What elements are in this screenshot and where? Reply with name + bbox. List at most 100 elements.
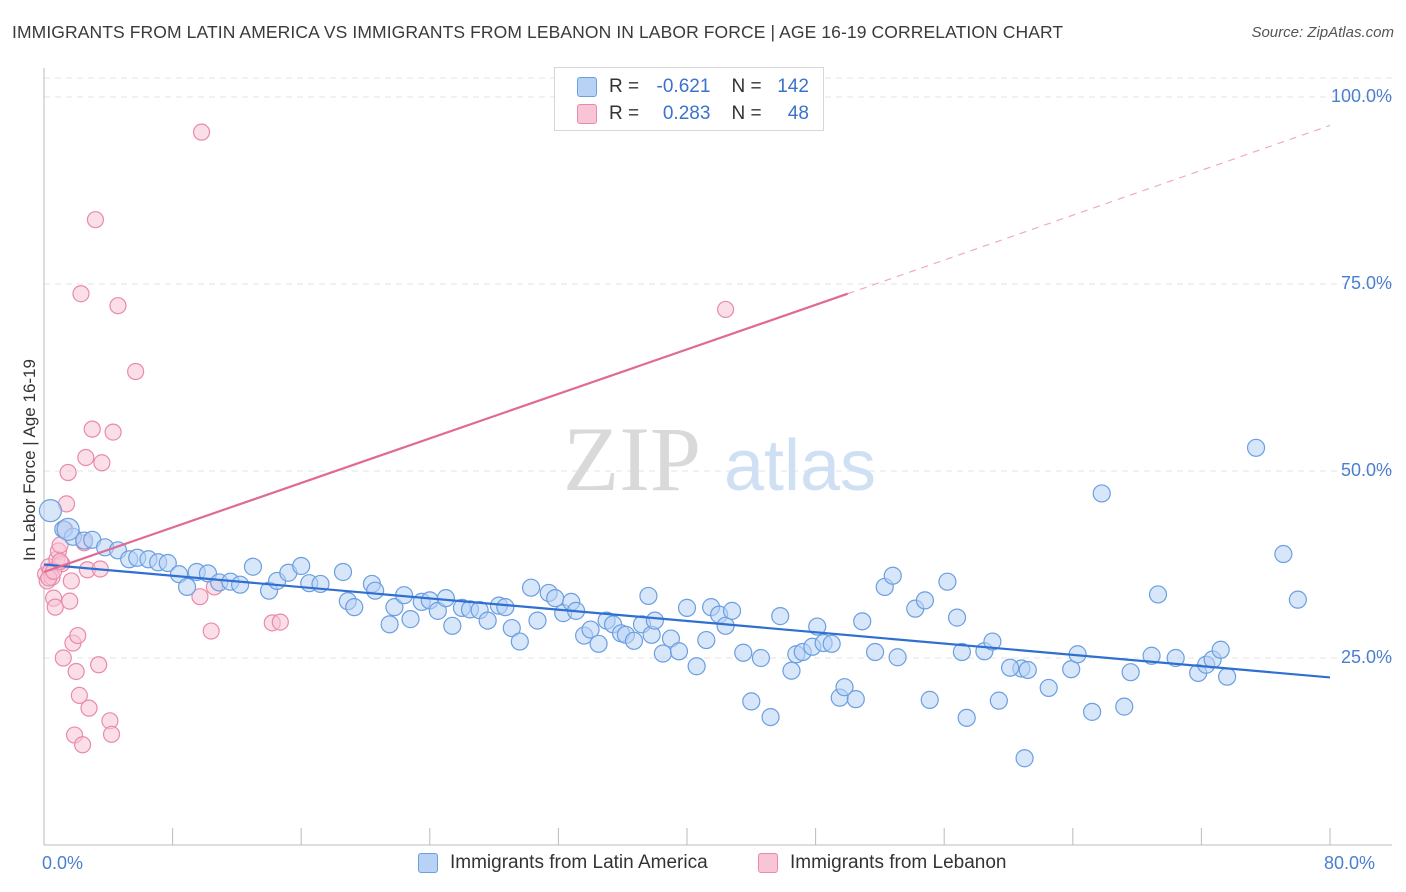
lebanon-point <box>271 613 289 631</box>
latin-america-point <box>1246 438 1266 457</box>
latin-america-point <box>653 644 672 663</box>
y-axis-label: In Labor Force | Age 16-19 <box>20 359 39 561</box>
n-value: 142 <box>777 76 809 97</box>
latin-america-point <box>888 648 907 667</box>
chart-title: IMMIGRANTS FROM LATIN AMERICA VS IMMIGRA… <box>12 22 1064 42</box>
lebanon-point <box>202 622 220 640</box>
lebanon-point <box>46 598 64 616</box>
r-label: R = <box>609 103 640 124</box>
latin-america-point <box>1211 640 1230 659</box>
latin-america-point <box>677 598 697 617</box>
lebanon-trend-extension <box>847 124 1331 295</box>
latin-america-point <box>771 607 790 626</box>
latin-america-point <box>846 690 865 709</box>
latin-america-point <box>401 610 420 629</box>
latin-america-point <box>645 611 664 630</box>
lebanon-point <box>127 362 145 381</box>
latin-america-point <box>687 657 706 676</box>
axes <box>43 68 1392 846</box>
y-tick-label: 50.0% <box>1340 460 1392 480</box>
latin-america-point <box>546 589 565 608</box>
latin-america-point <box>443 616 462 635</box>
latin-america-point <box>865 642 885 662</box>
latin-america-point <box>1288 590 1307 609</box>
n-label: N = <box>731 76 762 97</box>
lebanon-point <box>109 297 127 315</box>
lebanon-point <box>73 736 92 754</box>
latin-america-point <box>243 557 263 576</box>
latin-america-point <box>1015 749 1034 768</box>
lebanon-point <box>77 448 95 467</box>
latin-america-point <box>697 630 716 650</box>
latin-america-point <box>528 611 547 630</box>
legend-row-lebanon: R = 0.283 N = 48 <box>577 101 809 127</box>
lebanon-point <box>191 588 209 606</box>
lebanon-point <box>62 572 80 590</box>
latin-america-point <box>808 617 827 636</box>
legend-label: Immigrants from Lebanon <box>790 852 1007 873</box>
latin-america-point <box>1274 544 1293 564</box>
latin-america-point <box>822 634 841 653</box>
latin-america-point <box>751 648 771 668</box>
latin-america-trend-line <box>43 563 1331 679</box>
latin-america-point <box>1218 667 1237 686</box>
lebanon-point <box>102 725 121 743</box>
lebanon-point <box>72 285 90 303</box>
latin-america-point <box>983 632 1002 651</box>
x-tick-label-max: 80.0% <box>1324 853 1376 873</box>
lebanon-point <box>59 463 77 482</box>
x-tick-label-min: 0.0% <box>42 853 84 873</box>
trend-lines <box>43 124 1331 679</box>
latin-america-point <box>589 634 608 653</box>
legend-item-latin-america[interactable]: Immigrants from Latin America <box>418 852 708 874</box>
latin-america-point <box>1092 484 1111 503</box>
latin-america-point <box>1115 697 1134 716</box>
latin-america-point <box>1082 702 1102 721</box>
latin-america-point <box>38 499 63 523</box>
latin-america-point <box>1121 663 1140 682</box>
latin-america-point <box>952 642 971 662</box>
series-legend: Immigrants from Latin America Immigrants… <box>0 852 1406 878</box>
latin-america-point <box>734 643 753 662</box>
latin-america-point <box>782 661 801 680</box>
lebanon-point <box>70 686 88 705</box>
lebanon-point <box>90 656 108 674</box>
latin-america-point <box>366 581 385 600</box>
lebanon-point <box>67 662 85 681</box>
series-lebanon-points <box>37 123 735 754</box>
latin-america-point <box>989 691 1008 710</box>
y-tick-label: 25.0% <box>1340 647 1392 667</box>
legend-row-latin-america: R = -0.621 N = 142 <box>577 74 809 100</box>
latin-america-point <box>835 678 854 697</box>
latin-america-point <box>385 598 404 617</box>
latin-america-point <box>957 708 976 727</box>
lebanon-point <box>69 626 87 645</box>
pink-swatch-icon <box>758 853 778 873</box>
lebanon-point <box>104 423 122 441</box>
source-credit: Source: ZipAtlas.com <box>1251 24 1394 41</box>
series-latin-america-points <box>38 438 1307 768</box>
correlation-legend: R = -0.621 N = 142 R = 0.283 N = 48 <box>554 67 824 131</box>
lebanon-point <box>86 211 105 229</box>
lebanon-point <box>83 420 101 438</box>
lebanon-point <box>192 123 211 141</box>
latin-america-point <box>853 612 872 631</box>
latin-america-point <box>333 562 353 582</box>
y-tick-label: 75.0% <box>1340 273 1392 293</box>
latin-america-point <box>883 566 902 585</box>
latin-america-point <box>478 611 497 630</box>
legend-item-lebanon[interactable]: Immigrants from Lebanon <box>758 852 1007 874</box>
r-value: 0.283 <box>662 103 711 124</box>
lebanon-point <box>80 699 98 717</box>
latin-america-point <box>345 598 364 617</box>
blue-swatch-icon <box>577 77 597 97</box>
watermark-zip: ZIP <box>563 408 701 510</box>
watermark-atlas: atlas <box>724 426 876 506</box>
latin-america-point <box>502 618 521 638</box>
latin-america-point <box>761 707 780 727</box>
lebanon-point <box>61 592 79 610</box>
n-label: N = <box>731 103 762 124</box>
latin-america-point <box>380 615 399 634</box>
n-value: 48 <box>787 103 809 124</box>
